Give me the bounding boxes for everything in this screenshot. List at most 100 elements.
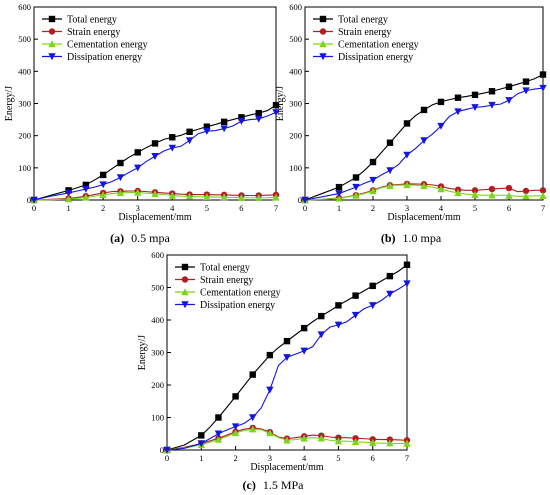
y-tick-label-c-4: 400 xyxy=(151,315,164,325)
svg-text:(b) 1.0 mpa: (b) 1.0 mpa xyxy=(381,231,442,245)
point-a-3-24 xyxy=(255,115,263,123)
point-b-1-26 xyxy=(539,187,547,194)
point-c-2-26 xyxy=(403,439,411,447)
point-b-2-10 xyxy=(403,181,411,189)
caption-b: (b) 1.0 mpa xyxy=(381,231,442,245)
point-a-2-10 xyxy=(134,188,142,196)
point-c-2-24 xyxy=(386,439,394,447)
legend-entry-a-2: Cementation energy xyxy=(67,40,148,51)
legend-marker-c-1 xyxy=(181,276,189,283)
point-a-0-10 xyxy=(134,149,141,156)
point-c-3-18 xyxy=(334,321,343,329)
point-b-0-20 xyxy=(488,88,496,95)
point-b-0-24 xyxy=(522,78,530,85)
caption-a-letter: (a) xyxy=(110,231,124,245)
point-b-0-14 xyxy=(437,98,445,106)
point-c-2-6 xyxy=(231,429,240,437)
svg-text:(c) 1.5 MPa: (c) 1.5 MPa xyxy=(243,478,305,492)
panel-a: (a) 0.5 mpa 0 1 2 3 4 5 6 7 0 100 200 300 400 500 600 D… xyxy=(4,2,280,245)
caption-c-letter: (c) xyxy=(243,478,256,492)
legend-entry-c-0: Total energy xyxy=(200,263,250,274)
point-a-3-20 xyxy=(220,125,228,133)
point-a-0-12 xyxy=(151,140,159,147)
x-tick-label-c-0: 0 xyxy=(165,453,169,463)
point-b-0-18 xyxy=(471,91,479,99)
y-tick-label-b-1: 100 xyxy=(289,163,302,173)
legend-entry-b-1: Strain energy xyxy=(338,27,391,38)
point-b-3-14 xyxy=(437,122,445,130)
point-a-3-0 xyxy=(30,196,38,204)
y-tick-label-a-4: 400 xyxy=(18,66,31,76)
point-b-1-22 xyxy=(505,184,513,192)
point-c-0-12 xyxy=(283,337,291,345)
x-tick-label-b-4: 4 xyxy=(439,203,444,213)
y-tick-label-b-6: 600 xyxy=(289,2,302,12)
point-c-3-12 xyxy=(283,354,291,362)
y-tick-label-b-2: 200 xyxy=(289,131,302,141)
legend-marker-b-1 xyxy=(319,28,327,35)
caption-a: (a) 0.5 mpa xyxy=(110,231,170,245)
point-a-2-16 xyxy=(185,192,194,200)
point-b-3-8 xyxy=(386,167,394,175)
legend-entry-c-3: Dissipation energy xyxy=(200,300,275,311)
point-b-3-2 xyxy=(335,190,343,198)
point-c-0-2 xyxy=(198,432,205,439)
x-tick-label-a-4: 4 xyxy=(170,203,175,213)
point-a-0-4 xyxy=(82,181,90,189)
y-tick-label-a-1: 100 xyxy=(18,163,31,173)
point-a-0-20 xyxy=(220,118,228,126)
y-tick-label-c-6: 600 xyxy=(151,250,164,260)
x-tick-label-c-3: 3 xyxy=(268,453,272,463)
point-a-0-18 xyxy=(203,123,211,130)
point-b-2-22 xyxy=(505,191,513,199)
y-tick-label-a-2: 200 xyxy=(18,131,31,141)
point-b-0-16 xyxy=(454,94,462,101)
y-axis-label-c: Energy/J xyxy=(137,335,148,370)
caption-c-text: 1.5 MPa xyxy=(263,478,304,492)
series-line-b-3 xyxy=(304,87,544,201)
point-b-3-20 xyxy=(488,101,496,109)
point-a-3-22 xyxy=(237,117,246,125)
point-b-2-8 xyxy=(386,182,394,190)
point-a-2-20 xyxy=(220,193,228,201)
series-line-a-2 xyxy=(33,192,277,201)
point-c-3-6 xyxy=(231,423,240,431)
point-b-0-22 xyxy=(505,83,513,90)
point-c-0-18 xyxy=(335,302,342,309)
point-c-2-8 xyxy=(249,425,257,433)
point-a-3-14 xyxy=(168,144,176,152)
point-a-3-2 xyxy=(64,189,73,197)
point-b-3-18 xyxy=(471,104,479,112)
point-a-2-6 xyxy=(99,191,107,199)
point-b-3-4 xyxy=(352,183,360,191)
x-tick-label-b-5: 5 xyxy=(473,203,477,213)
point-b-0-4 xyxy=(352,174,360,181)
point-b-3-16 xyxy=(454,108,462,116)
point-c-3-2 xyxy=(197,440,205,448)
point-c-3-20 xyxy=(351,311,360,319)
point-b-2-2 xyxy=(335,194,343,202)
legend-marker-a-1 xyxy=(48,28,56,35)
legend-entry-b-2: Cementation energy xyxy=(338,40,419,51)
point-a-3-16 xyxy=(185,137,194,145)
legend-entry-a-1: Strain energy xyxy=(67,27,120,38)
x-tick-label-b-0: 0 xyxy=(303,203,307,213)
x-tick-label-c-4: 4 xyxy=(302,453,307,463)
point-b-0-8 xyxy=(386,139,394,146)
y-tick-label-a-3: 300 xyxy=(18,99,31,109)
point-c-2-14 xyxy=(300,434,308,442)
point-b-2-26 xyxy=(539,192,547,200)
point-c-3-10 xyxy=(266,386,274,394)
point-a-3-26 xyxy=(272,109,280,117)
legend-marker-b-0 xyxy=(319,15,327,23)
point-a-0-14 xyxy=(169,134,176,141)
point-c-2-10 xyxy=(266,429,274,437)
point-c-0-10 xyxy=(266,351,274,359)
legend-entry-a-3: Dissipation energy xyxy=(67,52,142,63)
point-b-2-4 xyxy=(352,191,360,199)
x-axis-label-a: Displacement/mm xyxy=(118,212,192,223)
y-tick-label-a-0: 0 xyxy=(27,195,31,205)
point-c-0-16 xyxy=(318,312,325,320)
caption-a-text: 0.5 mpa xyxy=(131,231,170,245)
